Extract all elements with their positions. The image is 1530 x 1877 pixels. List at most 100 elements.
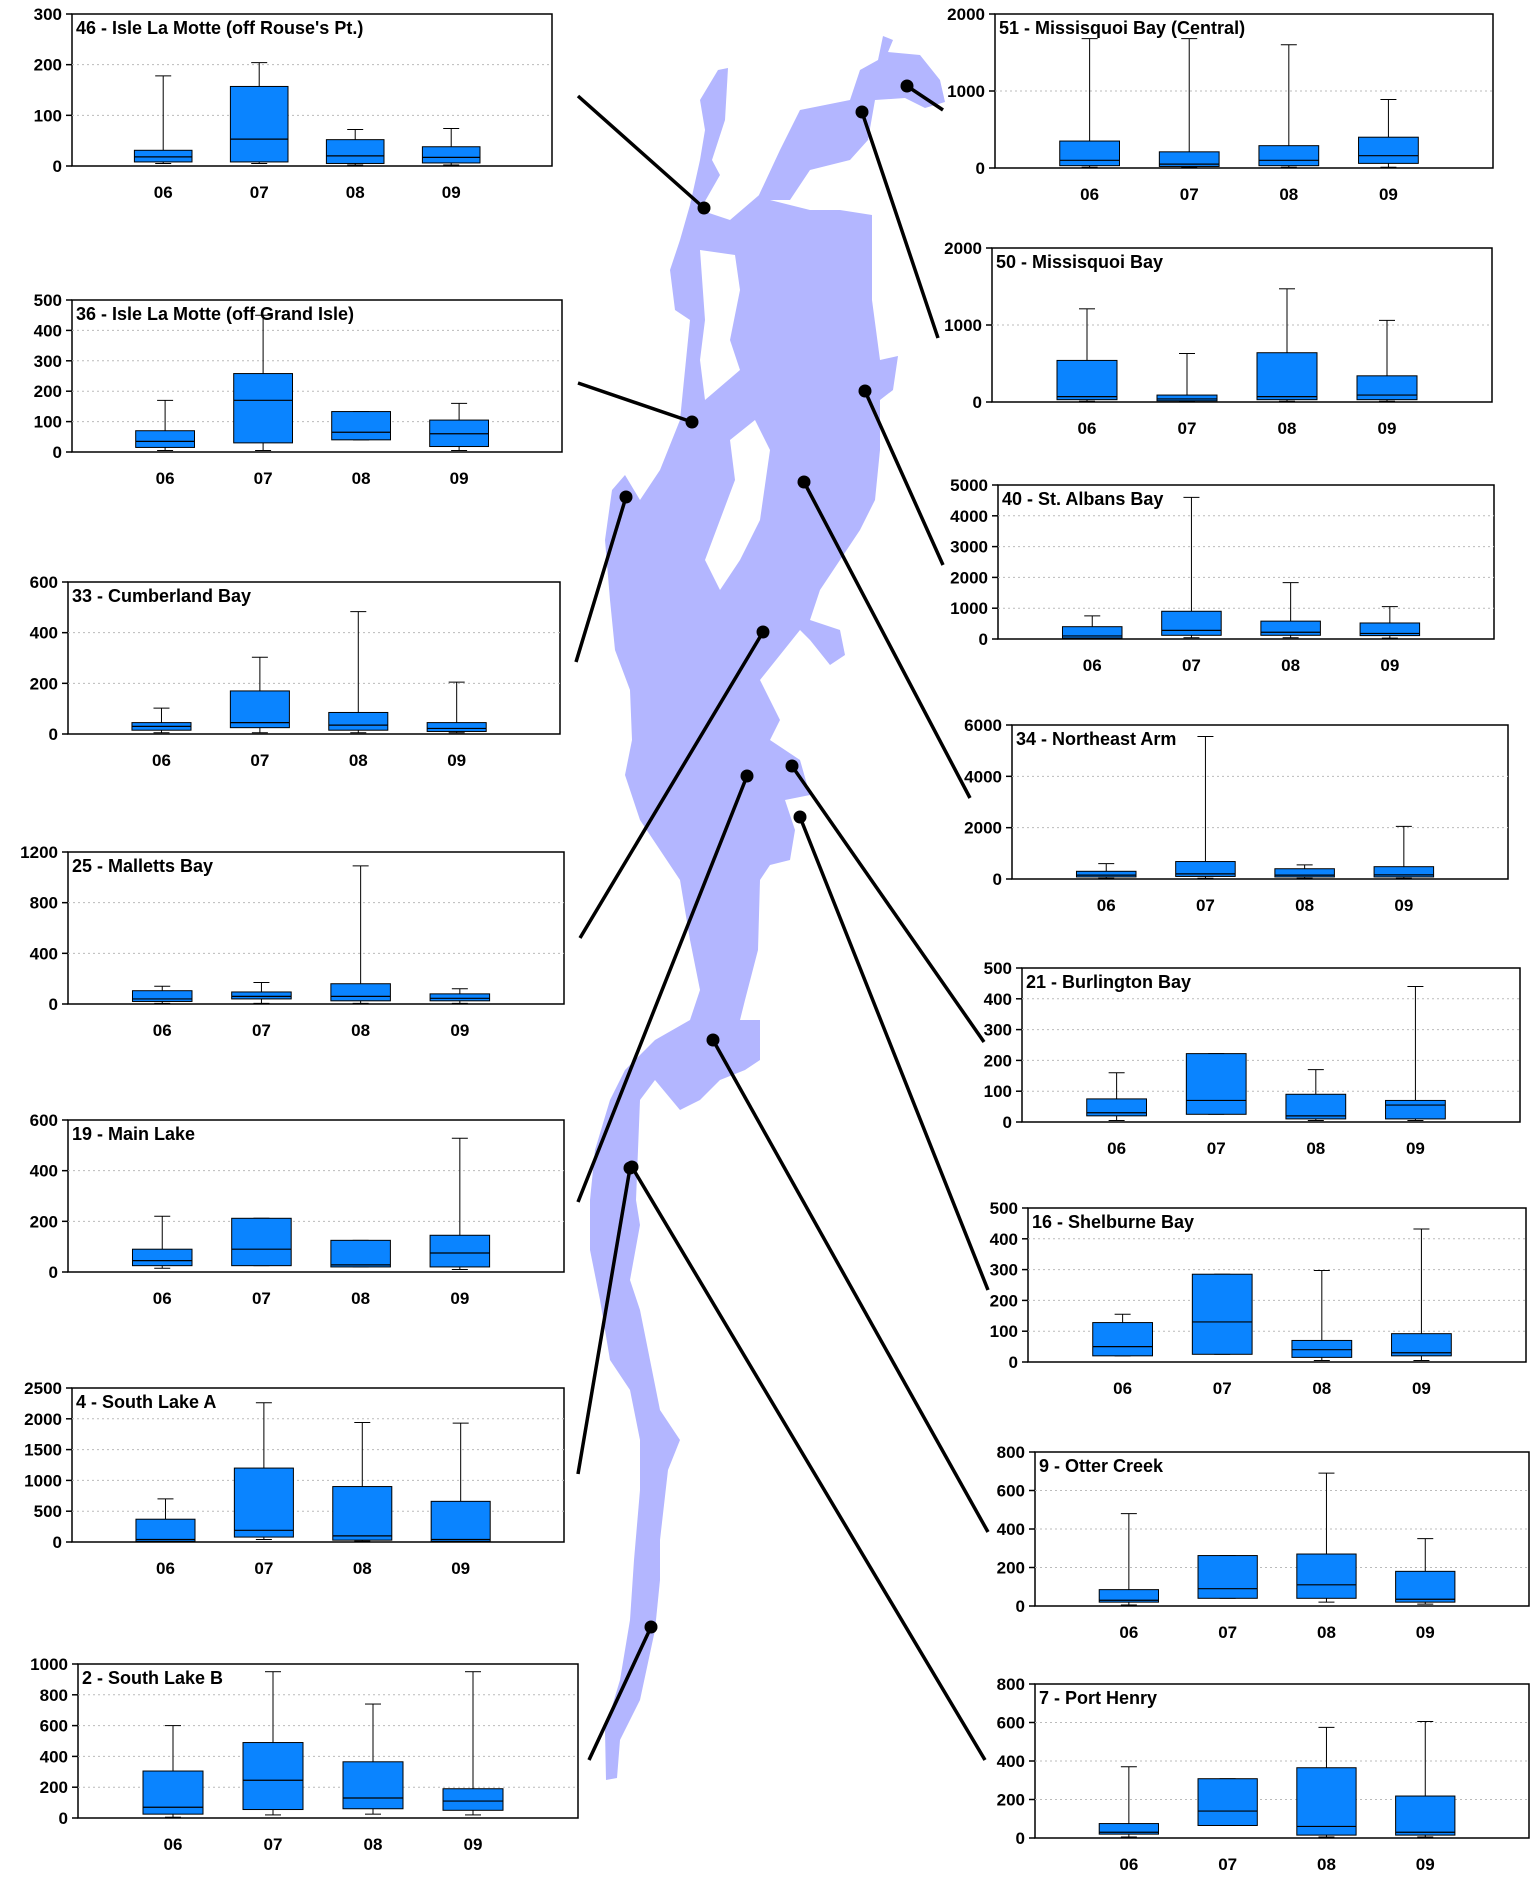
- box-08: [1296, 1726, 1357, 1838]
- y-tick-label: 400: [30, 624, 58, 643]
- iqr-box: [135, 430, 195, 448]
- y-tick-label: 400: [34, 321, 62, 340]
- panel-title: 33 - Cumberland Bay: [72, 586, 251, 606]
- station-dot: [855, 105, 869, 119]
- y-tick-label: 800: [40, 1686, 68, 1705]
- y-tick-label: 300: [990, 1261, 1018, 1280]
- plot-frame: [1011, 724, 1509, 880]
- y-tick-label: 1000: [947, 82, 985, 101]
- y-tick-label: 400: [40, 1747, 68, 1766]
- box-08: [1260, 582, 1321, 639]
- box-09: [426, 681, 487, 734]
- x-tick-label: 08: [1295, 896, 1314, 915]
- y-tick-label: 400: [990, 1230, 1018, 1249]
- box-plot-panel: 0 100 200 300 400 500 36 - Isle La Motte (off …: [34, 291, 563, 488]
- x-tick-label: 07: [252, 1021, 271, 1040]
- iqr-box: [1385, 1099, 1446, 1120]
- iqr-box: [342, 1761, 404, 1810]
- iqr-box: [131, 1248, 193, 1267]
- iqr-box: [231, 1217, 292, 1267]
- iqr-box: [1197, 1778, 1258, 1826]
- box-plot-panel: 0 500 1000 1500 2000 2500 4 - South Lake A 06 07…: [24, 1379, 565, 1578]
- y-tick-label: 4000: [950, 507, 988, 526]
- x-tick-label: 06: [1078, 419, 1097, 438]
- box-07: [231, 981, 292, 1004]
- x-tick-label: 06: [1097, 896, 1116, 915]
- box-07: [231, 1217, 292, 1267]
- box-plot-panel: 0 100 200 300 400 500 16 - Shelburne Bay 06 07 08…: [990, 1199, 1527, 1398]
- x-tick-label: 09: [1416, 1623, 1435, 1642]
- box-08: [1285, 1069, 1347, 1121]
- y-tick-label: 100: [984, 1082, 1012, 1101]
- x-tick-label: 08: [1317, 1623, 1336, 1642]
- x-tick-label: 08: [351, 1021, 370, 1040]
- panel-title: 7 - Port Henry: [1039, 1688, 1157, 1708]
- x-tick-label: 06: [156, 1559, 175, 1578]
- iqr-box: [229, 690, 290, 729]
- leader-line: [711, 1039, 990, 1533]
- iqr-box: [1260, 620, 1321, 636]
- x-tick-label: 08: [353, 1559, 372, 1578]
- leader-line: [863, 390, 945, 566]
- box-06: [1098, 1513, 1159, 1606]
- box-plot-panel: 0 200 400 600 19 - Main Lake 06 07 08 09: [30, 1111, 565, 1308]
- y-tick-label: 300: [34, 352, 62, 371]
- box-06: [135, 399, 195, 451]
- iqr-box: [1191, 1273, 1253, 1355]
- station-dot: [625, 1160, 639, 1174]
- iqr-box: [332, 1486, 393, 1541]
- x-tick-label: 09: [1406, 1139, 1425, 1158]
- y-tick-label: 100: [990, 1322, 1018, 1341]
- y-tick-label: 1000: [30, 1655, 68, 1674]
- iqr-box: [1061, 626, 1123, 639]
- box-plot-panel: 0 100 200 300 46 - Isle La Motte (off Rouse'…: [34, 5, 553, 202]
- box-09: [1391, 1228, 1452, 1361]
- y-tick-label: 100: [34, 106, 62, 125]
- y-tick-label: 300: [34, 5, 62, 24]
- x-tick-label: 07: [254, 1559, 273, 1578]
- y-tick-label: 600: [997, 1714, 1025, 1733]
- y-tick-label: 6000: [964, 716, 1002, 735]
- box-09: [1356, 319, 1418, 402]
- plot-frame: [1021, 967, 1521, 1123]
- box-plot-panel: 0 400 800 1200 25 - Malletts Bay 06 07 08 09: [20, 843, 565, 1040]
- y-tick-label: 100: [34, 413, 62, 432]
- leader-line: [576, 94, 706, 210]
- panel-title: 51 - Missisquoi Bay (Central): [999, 18, 1245, 38]
- x-tick-label: 06: [1113, 1379, 1132, 1398]
- y-tick-label: 500: [984, 959, 1012, 978]
- leader-line: [574, 496, 628, 663]
- station-dot: [644, 1620, 658, 1634]
- x-tick-label: 08: [1312, 1379, 1331, 1398]
- y-tick-label: 4000: [964, 767, 1002, 786]
- iqr-box: [233, 1467, 294, 1538]
- box-09: [1358, 98, 1419, 168]
- x-tick-label: 06: [1083, 656, 1102, 675]
- leader-line: [630, 1166, 987, 1761]
- leader-line: [860, 111, 940, 339]
- y-tick-label: 1000: [24, 1471, 62, 1490]
- y-tick-label: 600: [30, 573, 58, 592]
- x-tick-label: 07: [1196, 896, 1215, 915]
- iqr-box: [1156, 394, 1218, 402]
- box-08: [1291, 1270, 1353, 1361]
- iqr-box: [1274, 868, 1335, 878]
- x-tick-label: 08: [346, 183, 365, 202]
- panel-title: 2 - South Lake B: [82, 1668, 223, 1688]
- box-07: [242, 1671, 304, 1816]
- x-tick-label: 06: [1080, 185, 1099, 204]
- box-09: [421, 128, 481, 166]
- y-tick-label: 200: [984, 1051, 1012, 1070]
- box-plot-panel: 0 200 400 600 800 9 - Otter Creek 06 07 08 09: [997, 1443, 1530, 1642]
- iqr-box: [330, 1239, 391, 1268]
- plot-frame: [71, 13, 553, 167]
- box-08: [332, 1421, 393, 1542]
- box-07: [233, 1402, 294, 1541]
- x-tick-label: 07: [1182, 656, 1201, 675]
- box-09: [1395, 1721, 1456, 1838]
- station-dot: [858, 384, 872, 398]
- y-tick-label: 0: [976, 159, 985, 178]
- box-08: [1274, 864, 1335, 879]
- y-tick-label: 400: [30, 944, 58, 963]
- box-06: [131, 1215, 193, 1269]
